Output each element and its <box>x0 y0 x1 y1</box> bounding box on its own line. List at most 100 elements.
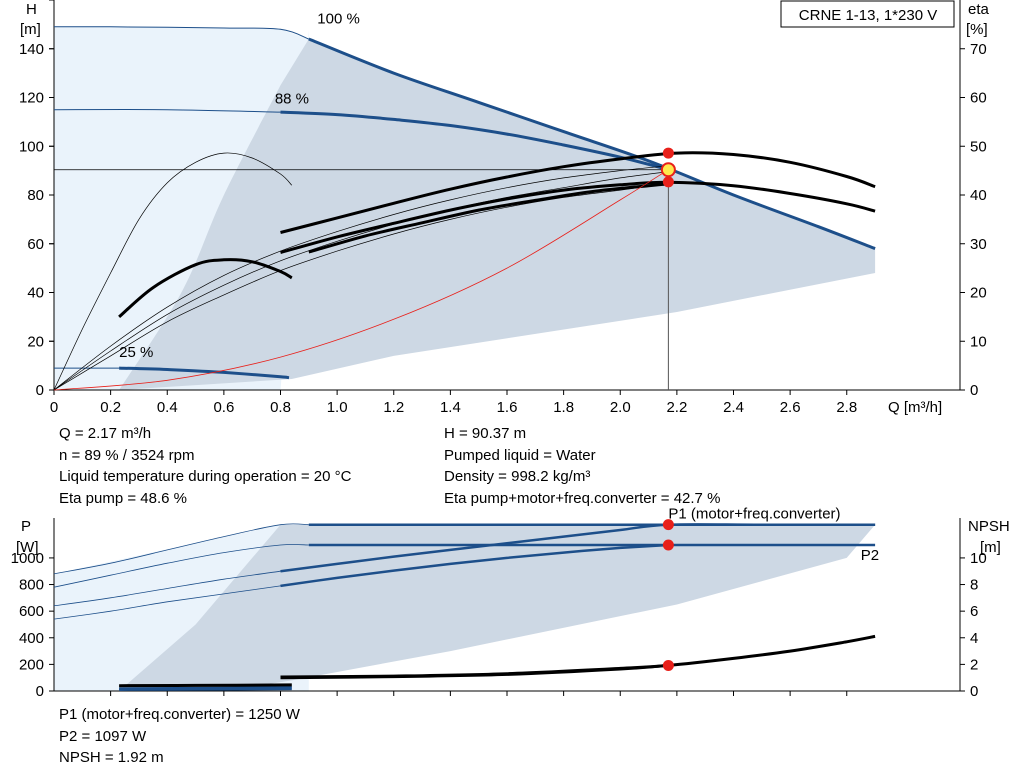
efficiency-curve <box>308 182 669 254</box>
y-tick-label-right: 6 <box>970 603 978 620</box>
y-tick-label-left: 40 <box>27 285 44 302</box>
head-efficiency-panel: 0 0.2 0.4 0.6 0.8 1.0 1.2 1.4 1.6 1.8 2.0 2.2 2.4 2.6… <box>19 0 990 416</box>
y-tick-label-left: 120 <box>19 90 44 107</box>
y-tick-label-right: 4 <box>970 630 978 647</box>
info-eta-pump: Eta pump = 48.6 % <box>59 489 187 507</box>
efficiency-curve <box>280 151 876 234</box>
head-curve-faded <box>53 109 281 113</box>
x-tick-label: 0.2 <box>100 399 121 416</box>
speed-label: 88 % <box>275 91 309 108</box>
y-axis-unit-left: [W] <box>16 539 39 556</box>
y-axis-unit-right: [%] <box>966 21 988 38</box>
y-axis-label-right: eta <box>968 1 990 18</box>
power-curve-faded <box>53 585 281 620</box>
y-axis-label-left: P <box>21 518 31 535</box>
head-curve <box>308 37 876 251</box>
y-tick-label-right: 30 <box>970 236 987 253</box>
x-tick-label: 2.2 <box>666 399 687 416</box>
power-curve <box>280 543 669 588</box>
power-area <box>119 524 876 691</box>
info-flow: Q = 2.17 m³/h <box>59 425 152 442</box>
speed-label: 25 % <box>119 344 153 361</box>
x-tick-label: 1.4 <box>440 399 461 416</box>
power-curve <box>280 523 876 573</box>
power-npsh-panel: 0 200 400 600 800 1000 0 2 4 6 8 10 P [W] NPSH [m] P1 (m… <box>11 506 1010 700</box>
info-p1: P1 (motor+freq.converter) = 1250 W <box>59 706 300 723</box>
info-liquid-temperature: Liquid temperature during operation = 20… <box>59 468 352 485</box>
chart-title-box <box>780 0 955 28</box>
operating-area <box>119 39 876 390</box>
npsh-curve <box>280 663 669 680</box>
x-tick-label: 0 <box>50 399 58 416</box>
eta-total-marker <box>662 176 674 188</box>
efficiency-curve <box>53 165 669 391</box>
y-tick-label-left: 1000 <box>11 550 44 567</box>
y-axis-unit-right: [m] <box>980 539 1001 556</box>
y-tick-label-left: 400 <box>19 630 44 647</box>
y-tick-label-right: 0 <box>970 683 978 700</box>
speed-label: 100 % <box>317 10 360 27</box>
efficiency-curve <box>280 180 876 254</box>
x-tick-label: 1.8 <box>553 399 574 416</box>
head-curve <box>280 110 669 172</box>
p2-marker <box>662 539 674 551</box>
x-tick-label: 1.0 <box>327 399 348 416</box>
power-curve-faded <box>53 523 309 575</box>
y-tick-label-right: 70 <box>970 41 987 58</box>
x-tick-label: 0.4 <box>157 399 178 416</box>
y-tick-label-left: 100 <box>19 138 44 155</box>
y-axis-label-right: NPSH <box>968 518 1010 535</box>
info-density: Density = 998.2 kg/m³ <box>444 468 591 485</box>
y-tick-label-right: 8 <box>970 577 978 594</box>
y-tick-label-right: 60 <box>970 90 987 107</box>
y-tick-label-left: 60 <box>27 236 44 253</box>
efficiency-curve <box>53 152 293 391</box>
y-tick-label-left: 140 <box>19 41 44 58</box>
y-tick-label-left: 0 <box>36 683 44 700</box>
y-axis-unit-left: [m] <box>20 21 41 38</box>
y-tick-label-right: 10 <box>970 550 987 567</box>
y-tick-label-left: 200 <box>19 656 44 673</box>
y-tick-label-right: 20 <box>970 285 987 302</box>
npsh-curve <box>119 683 292 688</box>
y-axis-label-left: H <box>26 1 37 18</box>
y-tick-label-left: 600 <box>19 603 44 620</box>
chart-title: CRNE 1-13, 1*230 V <box>799 7 937 24</box>
efficiency-curve <box>53 183 669 391</box>
y-tick-label-left: 0 <box>36 382 44 399</box>
eta-pump-marker <box>662 147 674 159</box>
x-tick-label: 2.4 <box>723 399 744 416</box>
system-curve <box>53 169 669 391</box>
y-tick-label-right: 50 <box>970 138 987 155</box>
info-pumped-liquid: Pumped liquid = Water <box>444 446 596 464</box>
y-tick-label-right: 10 <box>970 333 987 350</box>
efficiency-curve <box>53 171 669 391</box>
info-speed: n = 89 % / 3524 rpm <box>59 446 195 464</box>
p1-series-label: P1 (motor+freq.converter) <box>668 506 840 523</box>
p2-series-label: P2 <box>861 547 879 564</box>
y-tick-label-right: 40 <box>970 187 987 204</box>
efficiency-curve <box>118 258 293 319</box>
x-tick-label: 2.0 <box>610 399 631 416</box>
x-axis-label: Q [m³/h] <box>888 399 942 416</box>
npsh-marker <box>662 659 674 671</box>
upper-info-left: Q = 2.17 m³/h n = 89 % / 3524 rpm Liquid… <box>59 423 351 509</box>
info-npsh: NPSH = 1.92 m <box>59 749 164 766</box>
y-tick-label-right: 0 <box>970 382 978 399</box>
y-tick-label-left: 20 <box>27 333 44 350</box>
y-tick-label-right: 2 <box>970 656 978 673</box>
info-head: H = 90.37 m <box>444 425 527 442</box>
lower-info: P1 (motor+freq.converter) = 1250 W P2 = … <box>59 704 300 769</box>
y-tick-label-left: 80 <box>27 187 44 204</box>
upper-info-right: H = 90.37 m Pumped liquid = Water Densit… <box>444 423 720 509</box>
head-curve-faded <box>53 26 309 40</box>
info-p2: P2 = 1097 W <box>59 727 147 745</box>
x-tick-label: 0.6 <box>213 399 234 416</box>
head-curve <box>119 366 290 380</box>
power-curve <box>119 687 292 691</box>
x-tick-label: 0.8 <box>270 399 291 416</box>
duty-point-marker <box>660 162 676 178</box>
info-eta-total: Eta pump+motor+freq.converter = 42.7 % <box>444 489 721 507</box>
x-tick-label: 2.8 <box>836 399 857 416</box>
